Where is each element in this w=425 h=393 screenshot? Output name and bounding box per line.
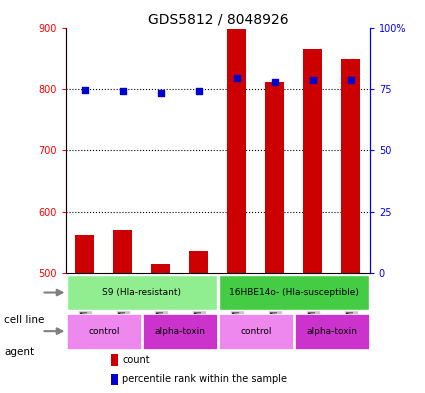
Bar (303, 49, 322, 273)
Bar (111, 374, 118, 385)
Bar (189, 250, 208, 273)
Bar (113, 230, 132, 273)
Point (196, 88, 202, 95)
Text: control: control (240, 327, 272, 336)
Bar (75, 235, 94, 273)
Point (119, 88, 126, 95)
Bar (151, 264, 170, 273)
Bar (111, 354, 118, 366)
Title: GDS5812 / 8048926: GDS5812 / 8048926 (147, 12, 288, 26)
Bar (341, 59, 360, 273)
Text: alpha-toxin: alpha-toxin (154, 327, 205, 336)
Text: alpha-toxin: alpha-toxin (306, 327, 357, 336)
Point (157, 90, 164, 96)
Bar (265, 82, 284, 273)
Point (309, 77, 316, 83)
Bar (295, 314, 369, 349)
Text: agent: agent (4, 347, 34, 357)
Text: percentile rank within the sample: percentile rank within the sample (122, 375, 287, 384)
Text: cell line: cell line (4, 315, 45, 325)
Point (347, 77, 354, 83)
Point (272, 79, 278, 85)
Bar (143, 314, 217, 349)
Bar (218, 275, 369, 310)
Text: count: count (122, 355, 150, 365)
Text: S9 (Hla-resistant): S9 (Hla-resistant) (102, 288, 181, 297)
Bar (227, 29, 246, 273)
Point (233, 75, 240, 81)
Bar (67, 314, 141, 349)
Bar (67, 275, 217, 310)
Point (82, 87, 88, 93)
Bar (218, 314, 293, 349)
Text: 16HBE14o- (Hla-susceptible): 16HBE14o- (Hla-susceptible) (229, 288, 359, 297)
Text: control: control (88, 327, 119, 336)
